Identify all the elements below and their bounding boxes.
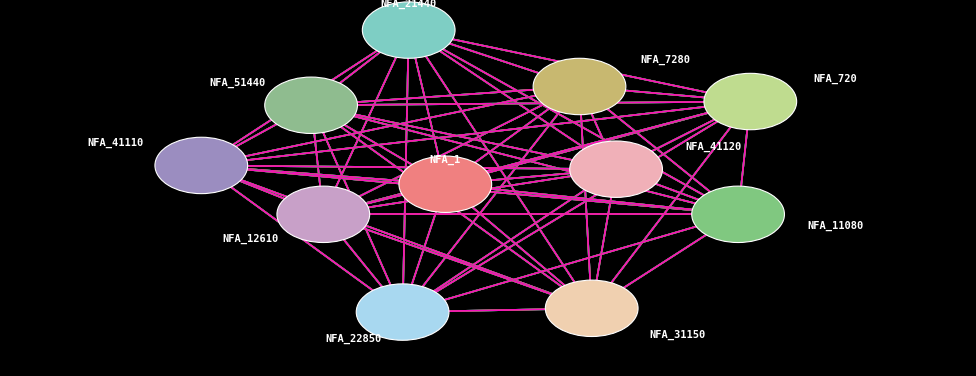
Text: NFA_11080: NFA_11080 <box>807 220 864 231</box>
Ellipse shape <box>570 141 663 197</box>
Ellipse shape <box>533 58 626 115</box>
Ellipse shape <box>704 73 796 130</box>
Text: NFA_12610: NFA_12610 <box>222 233 278 244</box>
Text: NFA_22850: NFA_22850 <box>326 333 382 344</box>
Text: NFA_41110: NFA_41110 <box>88 138 144 148</box>
Text: NFA_21440: NFA_21440 <box>381 0 437 9</box>
Text: NFA_7280: NFA_7280 <box>640 55 690 65</box>
Text: NFA_51440: NFA_51440 <box>210 77 266 88</box>
Ellipse shape <box>277 186 370 243</box>
Ellipse shape <box>356 284 449 340</box>
Text: NFA_1: NFA_1 <box>429 155 461 165</box>
Text: NFA_41120: NFA_41120 <box>685 141 742 152</box>
Text: NFA_31150: NFA_31150 <box>649 329 706 340</box>
Ellipse shape <box>362 2 455 58</box>
Ellipse shape <box>264 77 357 133</box>
Ellipse shape <box>399 156 492 212</box>
Ellipse shape <box>155 137 248 194</box>
Text: NFA_720: NFA_720 <box>814 74 858 84</box>
Ellipse shape <box>546 280 638 337</box>
Ellipse shape <box>692 186 785 243</box>
